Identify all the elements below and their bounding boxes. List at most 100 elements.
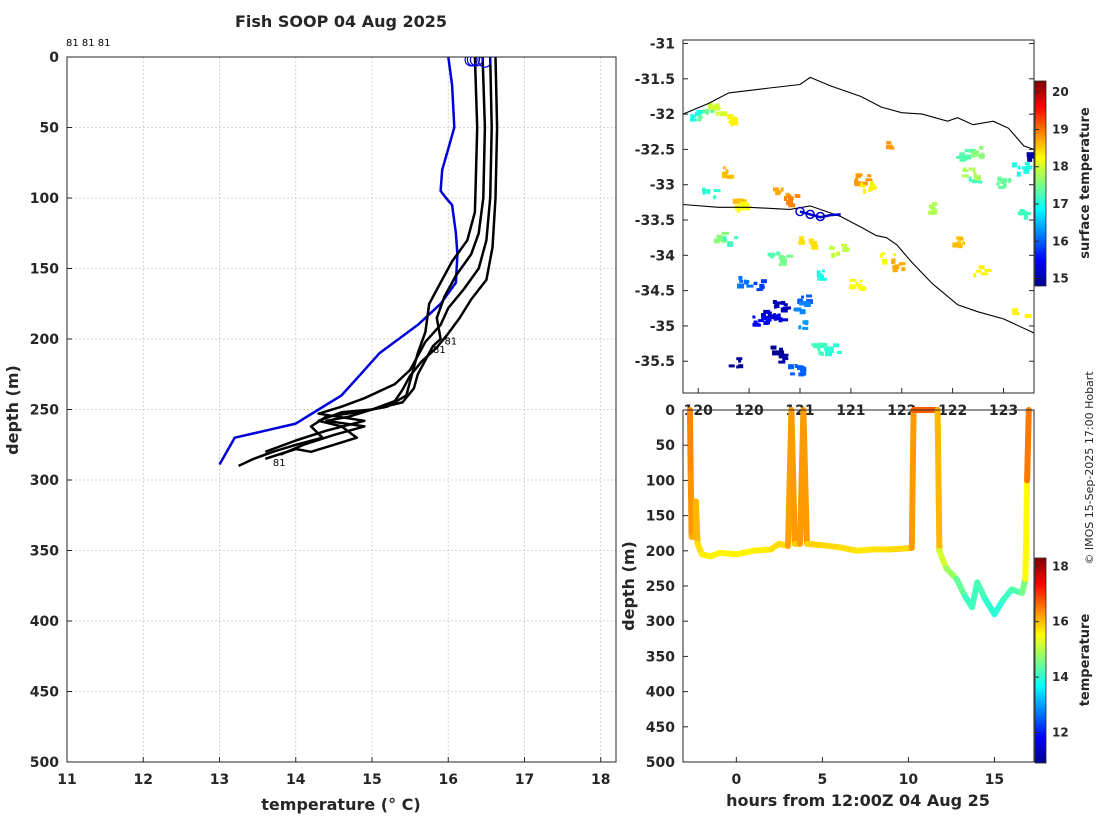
timeseries-ytick-label: 0 bbox=[665, 403, 675, 419]
map-sst-patch bbox=[881, 252, 886, 256]
map-sst-patch bbox=[778, 360, 786, 364]
map-coastline-line bbox=[683, 76, 1034, 150]
profile-ytick-label: 200 bbox=[30, 332, 59, 348]
map-sst-patch bbox=[979, 145, 984, 150]
map-sst-patch bbox=[763, 309, 771, 314]
map-sst-patch bbox=[855, 177, 858, 182]
map-sst-patch bbox=[786, 200, 793, 206]
profile-grid bbox=[66, 56, 616, 763]
map-sst-patch bbox=[716, 234, 722, 238]
map-sst-patch bbox=[752, 315, 756, 319]
map-sst-patch bbox=[865, 178, 873, 182]
map-sst-patch bbox=[804, 304, 811, 307]
map-sst-patch bbox=[998, 185, 1005, 189]
timeseries-colorbar-tick-label: 18 bbox=[1052, 559, 1069, 573]
map-sst-patch bbox=[1002, 183, 1007, 188]
profile-xlabel: temperature (° C) bbox=[261, 795, 420, 814]
map-sst-patch bbox=[886, 141, 892, 145]
map-sst-patch bbox=[708, 104, 715, 110]
map-sst-patch bbox=[859, 287, 867, 291]
timeseries-xlabel: hours from 12:00Z 04 Aug 25 bbox=[726, 791, 990, 810]
timeseries-track-segment bbox=[1024, 407, 1032, 484]
map-sst-patch bbox=[957, 244, 963, 249]
map-sst-patch bbox=[715, 103, 720, 108]
map-sst-patch bbox=[721, 173, 727, 179]
map-sst-patch bbox=[738, 275, 743, 280]
map-sst-patch bbox=[801, 365, 805, 371]
map-sst-patch bbox=[799, 309, 806, 315]
map-sst-patch bbox=[978, 265, 985, 270]
map-sst-patch bbox=[870, 185, 877, 190]
map-sst-patch bbox=[975, 153, 979, 157]
map-sst-patch bbox=[886, 144, 893, 148]
map-coastline-line bbox=[683, 203, 1034, 334]
map-sst-patch bbox=[933, 208, 938, 213]
map-sst-patch bbox=[736, 357, 743, 361]
map-sst-patch bbox=[702, 109, 709, 114]
map-sst-patch bbox=[1000, 181, 1005, 185]
map-sst-patch bbox=[722, 166, 726, 170]
map-sst-patch bbox=[783, 303, 788, 307]
map-sst-patch bbox=[778, 350, 785, 356]
map-sst-patch bbox=[1025, 165, 1033, 170]
profile-xtick-label: 18 bbox=[591, 772, 610, 788]
map-sst-patch bbox=[1019, 209, 1025, 214]
map-sst-patch bbox=[817, 342, 825, 348]
timeseries-ytick-label: 300 bbox=[646, 614, 675, 630]
map-colorbar-tick-label: 17 bbox=[1052, 197, 1069, 211]
map-sst-patch bbox=[1032, 156, 1034, 159]
map-sst-patch bbox=[968, 176, 972, 182]
map-ytick-label: -33.5 bbox=[635, 213, 675, 229]
map-sst-patch bbox=[725, 231, 730, 235]
map-sst-patch bbox=[706, 189, 711, 195]
map-ytick-label: -34.5 bbox=[635, 284, 675, 300]
map-sst-patch bbox=[761, 313, 766, 317]
profile-axes-box bbox=[66, 56, 617, 763]
map-sst-patch bbox=[996, 182, 1000, 186]
timeseries-track-segment bbox=[908, 407, 917, 551]
map-sst-patch bbox=[776, 190, 782, 194]
map-sst-patch bbox=[709, 108, 715, 113]
map-sst-patch bbox=[743, 202, 750, 206]
map-sst-patch bbox=[729, 174, 735, 179]
timeseries-ticks: 0 50 100 150 200 250 300 350 400 450 500 0 5 10 15 bbox=[646, 403, 1004, 788]
map-sst-patch bbox=[730, 122, 734, 127]
map-sst-patch bbox=[783, 260, 787, 266]
map-sst-patch bbox=[1027, 157, 1033, 162]
map-sst-patch bbox=[842, 247, 850, 252]
map-sst-patch bbox=[782, 353, 789, 357]
map-sst-patch bbox=[822, 269, 825, 273]
profile-ytick-label: 250 bbox=[30, 403, 59, 419]
map-sst-patch bbox=[756, 288, 762, 292]
map-sst-patch bbox=[800, 370, 807, 376]
profile-ylabel: depth (m) bbox=[3, 365, 22, 455]
map-colorbar-tick-label: 19 bbox=[1052, 122, 1069, 136]
map-sst-patch bbox=[963, 167, 966, 171]
timeseries-ylabel: depth (m) bbox=[619, 541, 638, 631]
map-sst-patch bbox=[741, 205, 748, 211]
map-sst-patch bbox=[1012, 312, 1020, 316]
map-sst-patch bbox=[833, 343, 840, 348]
map-sst-patch bbox=[728, 241, 734, 245]
map-sst-patch bbox=[715, 107, 719, 111]
profile-ytick-label: 100 bbox=[30, 191, 59, 207]
map-sst-patch bbox=[980, 152, 984, 156]
timeseries-colorbar-label: temperature bbox=[1078, 614, 1093, 707]
map-sst-patch bbox=[855, 282, 859, 287]
profile-ytick-label: 400 bbox=[30, 614, 59, 630]
map-sst-patch bbox=[703, 188, 707, 193]
map-sst-patch bbox=[777, 313, 781, 318]
timeseries-colorbar bbox=[1034, 557, 1047, 764]
map-sst-patch bbox=[870, 181, 874, 187]
profile-xtick-label: 12 bbox=[134, 772, 153, 788]
map-sst-patch bbox=[856, 175, 861, 179]
map-sst-patch bbox=[712, 104, 717, 110]
map-sst-patch bbox=[713, 238, 720, 244]
map-sst-patch bbox=[767, 252, 775, 257]
map-sst-patch bbox=[735, 117, 739, 123]
map-sst-patch bbox=[980, 272, 988, 276]
map-sst-patch bbox=[778, 317, 783, 323]
map-sst-patch bbox=[962, 169, 969, 173]
map-sst-patch bbox=[738, 364, 744, 369]
